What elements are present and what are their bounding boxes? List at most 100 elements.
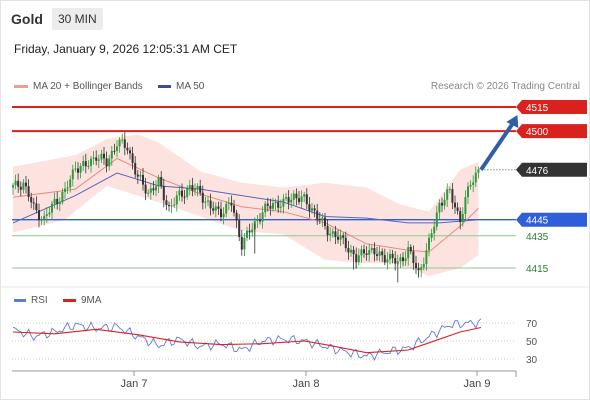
candle-body xyxy=(446,189,449,200)
candle-body xyxy=(32,202,35,204)
level-label-4435: 4435 xyxy=(526,232,549,243)
candle-body xyxy=(240,236,243,250)
candle-body xyxy=(222,213,225,218)
candle-body xyxy=(409,247,412,252)
candle-body xyxy=(97,159,100,161)
candle-body xyxy=(84,161,87,167)
candle-body xyxy=(417,268,420,271)
candle-body xyxy=(290,199,293,203)
candle-body xyxy=(399,257,402,262)
candle-body xyxy=(188,185,191,189)
candle-body xyxy=(147,192,150,194)
candle-body xyxy=(386,259,389,263)
candle-body xyxy=(425,250,428,265)
candle-body xyxy=(201,192,204,203)
legend-rsi: RSI xyxy=(14,295,48,306)
x-tick-label: Jan 8 xyxy=(293,378,320,390)
copyright-text: Research © 2026 Trading Central xyxy=(430,81,580,92)
candle-body xyxy=(134,163,137,175)
candle-body xyxy=(415,263,417,269)
x-tick-label: Jan 9 xyxy=(464,378,491,390)
candle-body xyxy=(326,226,329,236)
instrument-title: Gold xyxy=(11,11,43,27)
candle-body xyxy=(157,177,160,187)
candle-body xyxy=(316,210,319,220)
candle-body xyxy=(35,203,38,211)
candle-body xyxy=(92,157,95,159)
projection-arrow-head xyxy=(506,115,519,129)
candle-body xyxy=(214,206,217,211)
candle-body xyxy=(303,194,306,197)
candle-body xyxy=(53,198,56,204)
candle-body xyxy=(352,249,355,255)
legend-rsi-swatch xyxy=(14,298,26,302)
candle-body xyxy=(121,139,124,141)
candle-body xyxy=(282,198,285,207)
candle-body xyxy=(295,193,298,199)
candle-body xyxy=(168,205,170,207)
candle-body xyxy=(38,210,40,221)
candle-body xyxy=(123,139,126,148)
candle-body xyxy=(71,169,74,180)
candle-body xyxy=(194,189,196,191)
candle-body xyxy=(100,153,103,160)
candle-body xyxy=(51,203,53,213)
candle-body xyxy=(95,157,98,161)
candle-body xyxy=(181,190,183,197)
candle-body xyxy=(162,185,165,201)
candle-body xyxy=(175,195,178,205)
candle-body xyxy=(350,249,352,253)
candle-body xyxy=(246,230,248,238)
candle-body xyxy=(407,247,410,259)
candle-body xyxy=(56,198,59,205)
candle-body xyxy=(19,186,22,190)
candle-body xyxy=(136,174,139,177)
candle-body xyxy=(108,158,111,167)
candle-body xyxy=(90,158,92,166)
bollinger-band-fill xyxy=(13,134,479,277)
candle-body xyxy=(464,197,467,214)
rsi-tick-50: 50 xyxy=(526,337,538,348)
legend-rsi-ma: 9MA xyxy=(63,295,102,306)
level-label-4445: 4445 xyxy=(526,216,549,227)
candle-body xyxy=(441,202,443,206)
candle-body xyxy=(292,193,295,200)
candle-body xyxy=(454,202,456,208)
candle-body xyxy=(402,257,404,262)
candle-body xyxy=(113,150,116,152)
candle-body xyxy=(116,146,118,151)
legend-ma20-bollinger: MA 20 + Bollinger Bands xyxy=(14,81,143,92)
candle-body xyxy=(311,208,313,211)
candle-body xyxy=(469,184,472,187)
legend-ma20-label: MA 20 + Bollinger Bands xyxy=(33,81,143,92)
candle-body xyxy=(318,219,321,221)
candle-body xyxy=(272,203,274,209)
level-label-4500: 4500 xyxy=(526,127,549,138)
ma50-line xyxy=(12,172,479,224)
candles-group xyxy=(12,132,480,283)
candle-body xyxy=(43,215,46,220)
candle-body xyxy=(467,186,469,198)
candle-body xyxy=(373,248,376,255)
candle-body xyxy=(461,213,464,223)
level-tag-4476 xyxy=(516,162,587,177)
candle-body xyxy=(422,264,425,268)
candle-body xyxy=(230,202,233,206)
level-tag-4500 xyxy=(516,124,587,139)
candle-body xyxy=(235,212,238,221)
candle-body xyxy=(389,253,391,260)
candle-body xyxy=(110,150,113,159)
candle-body xyxy=(305,194,308,205)
level-label-4415: 4415 xyxy=(526,264,549,275)
candle-body xyxy=(404,258,407,262)
candle-body xyxy=(313,208,316,211)
candle-body xyxy=(129,150,131,154)
timeframe-button[interactable]: 30 MIN xyxy=(52,8,103,30)
rsi-ma-line xyxy=(12,326,482,354)
candle-body xyxy=(22,182,25,190)
legend-rsi-ma-swatch xyxy=(63,298,76,302)
candle-body xyxy=(347,248,350,253)
candle-body xyxy=(428,237,430,251)
candle-body xyxy=(456,207,459,211)
